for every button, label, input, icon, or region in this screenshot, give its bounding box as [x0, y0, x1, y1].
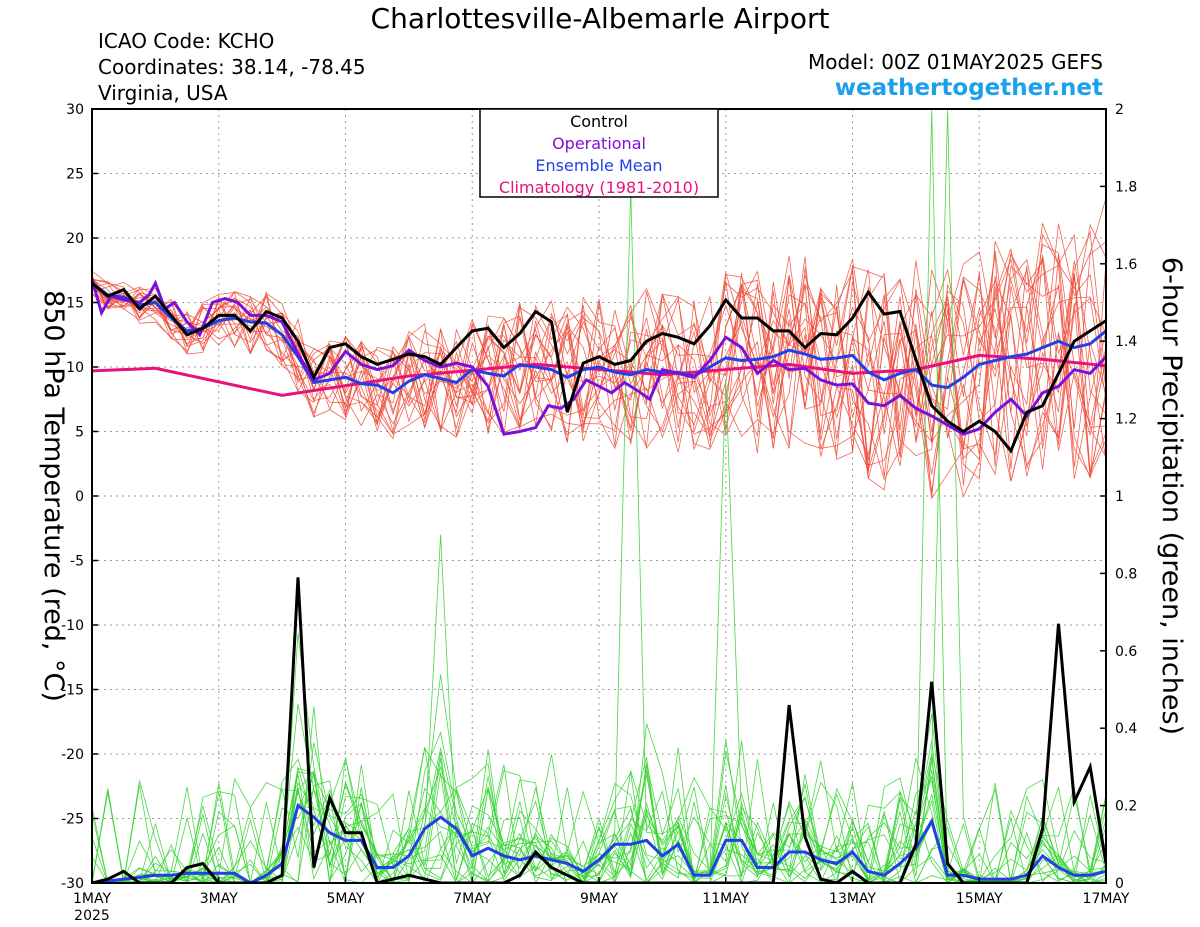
left-tick-label: -20 [61, 747, 84, 763]
left-tick-label: 5 [75, 425, 84, 441]
plot-area [92, 109, 1106, 883]
climatology-line [92, 353, 1106, 397]
station-coordinates: Coordinates: 38.14, -78.45 [98, 55, 366, 79]
right-tick-label: 1 [1115, 489, 1124, 505]
left-tick-label: 25 [66, 167, 84, 183]
temperature-member-line [92, 223, 1106, 497]
station-region: Virginia, USA [98, 81, 228, 105]
precipitation-member-line [92, 109, 1106, 883]
right-tick-label: 0 [1115, 876, 1124, 892]
ensemble-mean-temperature-line [92, 281, 1106, 395]
precipitation-member-line [92, 760, 1106, 883]
x-tick-label: 9MAY [580, 891, 618, 907]
left-tick-label: -10 [61, 618, 84, 634]
legend-control: Control [570, 112, 628, 131]
icao-code: ICAO Code: KCHO [98, 29, 275, 53]
right-tick-label: 1.8 [1115, 179, 1137, 195]
precipitation-member-line [92, 783, 1106, 883]
temperature-member-line [92, 259, 1106, 486]
right-tick-label: 0.8 [1115, 566, 1137, 582]
right-tick-label: 0.2 [1115, 799, 1137, 815]
x-tick-label: 1MAY [73, 891, 111, 907]
legend-climatology: Climatology (1981-2010) [499, 178, 699, 197]
legend: Control Operational Ensemble Mean Climatolo… [479, 108, 719, 198]
left-tick-label: 20 [66, 231, 84, 247]
temperature-member-line [92, 254, 1106, 475]
site-link[interactable]: weathertogether.net [834, 75, 1103, 101]
precipitation-member-line [92, 771, 1106, 883]
left-tick-label: -5 [70, 554, 84, 570]
left-tick-label: -15 [61, 683, 84, 699]
left-tick-label: 30 [66, 102, 84, 118]
right-tick-label: 0.6 [1115, 644, 1137, 660]
x-year-label: 2025 [74, 908, 110, 924]
chart-title: Charlottesville-Albemarle Airport [370, 2, 830, 35]
precipitation-member-line [92, 109, 1106, 883]
x-tick-label: 11MAY [702, 891, 749, 907]
left-tick-label: -30 [61, 876, 84, 892]
left-tick-label: 10 [66, 360, 84, 376]
right-tick-label: 0.4 [1115, 721, 1137, 737]
grid-lines [92, 109, 1106, 883]
precipitation-member-line [92, 747, 1106, 883]
legend-box [479, 108, 719, 198]
right-axis: 2 1.8 1.6 1.4 1.2 1 0.8 0.6 0.4 0.2 0 [1100, 102, 1137, 892]
model-run: Model: 00Z 01MAY2025 GEFS [808, 50, 1103, 74]
x-axis: 1MAY 3MAY 5MAY 7MAY 9MAY 11MAY 13MAY 15MAY 17MAY… [73, 877, 1130, 924]
temperature-member-line [92, 243, 1106, 480]
precipitation-member-line [92, 186, 1106, 883]
right-axis-title: 6-hour Precipitation (green, inches) [1156, 257, 1187, 735]
control-temperature-line [92, 281, 1106, 454]
control-precipitation-line [92, 577, 1106, 883]
x-tick-label: 7MAY [453, 891, 491, 907]
legend-operational: Operational [552, 134, 646, 153]
left-tick-label: -25 [61, 812, 84, 828]
x-tick-label: 13MAY [829, 891, 876, 907]
precipitation-member-line [92, 757, 1106, 883]
x-tick-label: 15MAY [956, 891, 1003, 907]
left-tick-label: 0 [75, 489, 84, 505]
x-tick-label: 17MAY [1083, 891, 1130, 907]
right-tick-label: 1.6 [1115, 257, 1137, 273]
x-tick-label: 3MAY [200, 891, 238, 907]
temperature-member-line [92, 252, 1106, 474]
temperature-member-line [92, 268, 1106, 480]
plot-frame [91, 108, 1107, 884]
temperature-member-line [92, 223, 1106, 470]
left-tick-label: 15 [66, 296, 84, 312]
left-axis-title: 850 hPa Temperature (red, °C) [38, 290, 69, 702]
operational-temperature-line [92, 278, 1106, 436]
left-axis: 30 25 20 15 10 5 0 -5 -10 -15 -20 -25 -30 [61, 102, 98, 892]
legend-ensemble-mean: Ensemble Mean [535, 156, 662, 175]
precipitation-members [92, 109, 1106, 883]
x-tick-label: 5MAY [326, 891, 364, 907]
right-tick-label: 2 [1115, 102, 1124, 118]
right-tick-label: 1.4 [1115, 334, 1137, 350]
right-tick-label: 1.2 [1115, 412, 1137, 428]
ensemble-mean-precipitation-line [92, 803, 1106, 883]
